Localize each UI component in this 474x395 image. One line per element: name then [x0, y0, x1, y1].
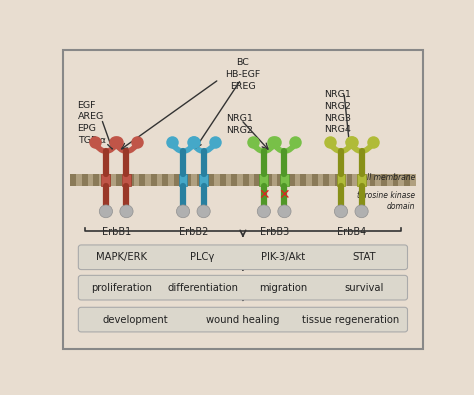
Text: ✕: ✕ [258, 188, 270, 202]
Ellipse shape [257, 205, 271, 218]
Ellipse shape [197, 205, 210, 218]
Bar [122, 174, 131, 186]
Ellipse shape [176, 205, 190, 218]
Bar [179, 174, 187, 186]
Bar [346, 174, 352, 186]
Bar [185, 174, 191, 186]
Bar [323, 174, 329, 186]
FancyBboxPatch shape [78, 307, 408, 332]
Bar [392, 174, 398, 186]
Text: wound healing: wound healing [206, 314, 280, 325]
Bar [335, 174, 341, 186]
Text: cell membrane: cell membrane [358, 173, 416, 182]
Bar [116, 174, 122, 186]
Text: ErbB3: ErbB3 [260, 227, 289, 237]
Text: differentiation: differentiation [167, 283, 238, 293]
Bar [381, 174, 387, 186]
Bar [266, 174, 272, 186]
Text: tyrosine kinase
domain: tyrosine kinase domain [357, 191, 416, 211]
Bar [197, 174, 203, 186]
Bar [151, 174, 156, 186]
Text: ErbB4: ErbB4 [337, 227, 366, 237]
Ellipse shape [334, 205, 347, 218]
Text: ✕: ✕ [279, 188, 290, 202]
Text: BC
HB-EGF
EREG: BC HB-EGF EREG [225, 58, 261, 90]
Bar [139, 174, 145, 186]
Text: proliferation: proliferation [91, 283, 152, 293]
Ellipse shape [99, 205, 112, 218]
Text: MAPK/ERK: MAPK/ERK [96, 252, 147, 262]
Bar [128, 174, 134, 186]
FancyBboxPatch shape [78, 275, 408, 300]
Bar [370, 174, 375, 186]
Text: PLCγ: PLCγ [191, 252, 215, 262]
Bar [337, 174, 346, 186]
Bar [243, 174, 249, 186]
Bar [231, 174, 237, 186]
Bar [312, 174, 318, 186]
Text: EGF
AREG
EPG
TGF-α: EGF AREG EPG TGF-α [78, 101, 106, 145]
Text: survival: survival [345, 283, 384, 293]
Ellipse shape [120, 205, 133, 218]
Bar [101, 174, 110, 186]
Text: PIK-3/Akt: PIK-3/Akt [261, 252, 305, 262]
Bar [358, 174, 364, 186]
Text: ErbB1: ErbB1 [101, 227, 131, 237]
Text: migration: migration [259, 283, 308, 293]
FancyBboxPatch shape [78, 245, 408, 269]
Bar [280, 174, 289, 186]
Ellipse shape [278, 205, 291, 218]
Text: tissue regeneration: tissue regeneration [302, 314, 399, 325]
Text: ErbB2: ErbB2 [179, 227, 208, 237]
Text: STAT: STAT [352, 252, 376, 262]
Bar [277, 174, 283, 186]
Bar [174, 174, 180, 186]
Bar [301, 174, 306, 186]
Bar [289, 174, 295, 186]
Bar [259, 174, 268, 186]
Text: development: development [102, 314, 168, 325]
Bar [220, 174, 226, 186]
Ellipse shape [355, 205, 368, 218]
Bar [404, 174, 410, 186]
Bar [209, 174, 214, 186]
Bar [70, 174, 416, 186]
Text: NRG1
NRG2: NRG1 NRG2 [227, 114, 253, 135]
Bar [199, 174, 208, 186]
Bar [357, 174, 366, 186]
Bar [163, 174, 168, 186]
Bar [105, 174, 110, 186]
Bar [82, 174, 88, 186]
Bar [93, 174, 99, 186]
Text: NRG1
NRG2
NRG3
NRG4: NRG1 NRG2 NRG3 NRG4 [324, 90, 351, 134]
Bar [255, 174, 260, 186]
Bar [70, 174, 76, 186]
